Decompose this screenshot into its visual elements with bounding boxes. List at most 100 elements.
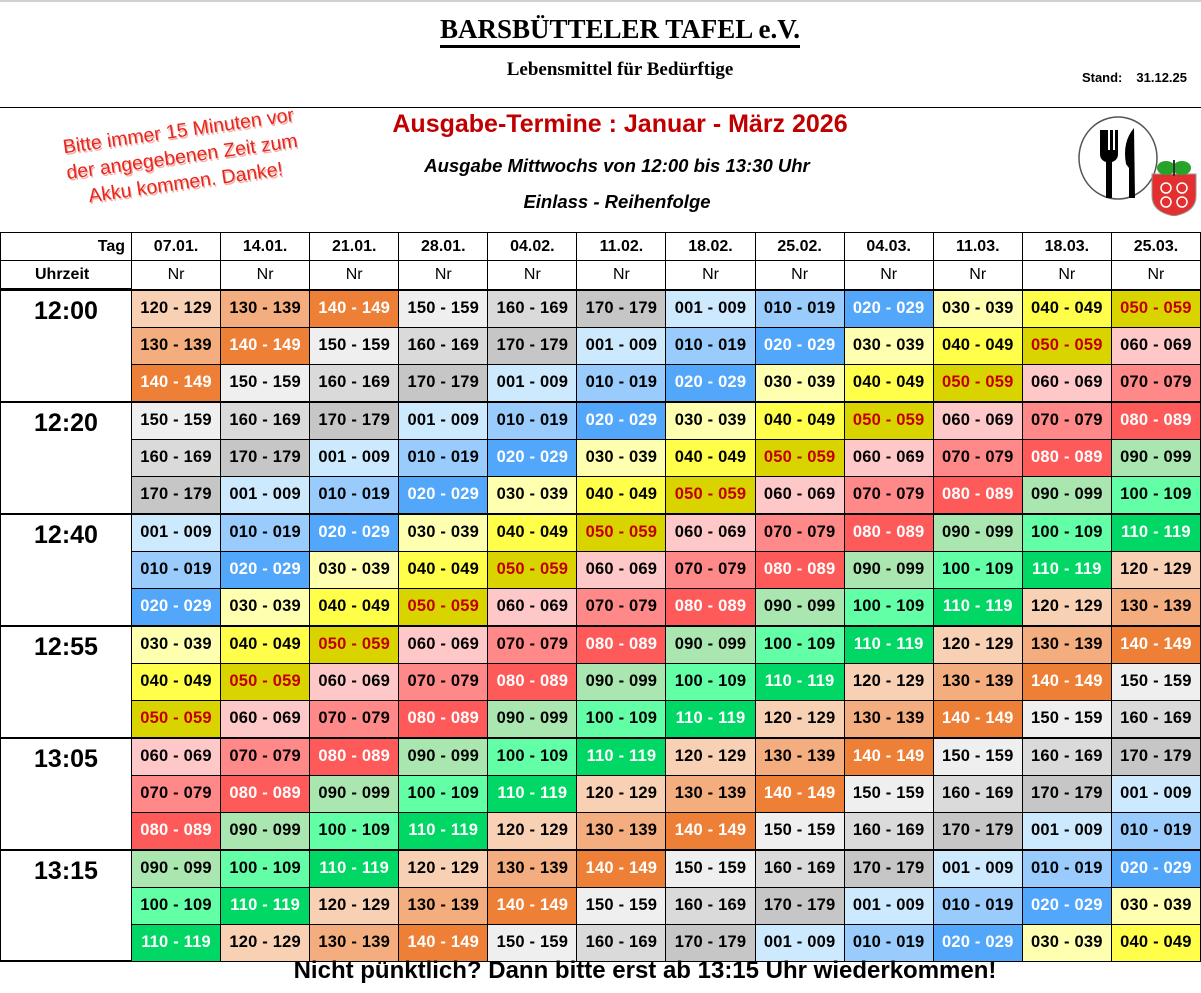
time-slot: 12:55: [0, 624, 132, 739]
group-cell: 140 - 149: [1110, 624, 1201, 664]
group-cell: 100 - 109: [309, 811, 400, 850]
group-cell: 120 - 129: [130, 288, 222, 328]
group-cell: 130 - 139: [665, 774, 756, 813]
group-cell: 110 - 119: [932, 587, 1023, 626]
group-cell: 140 - 149: [576, 848, 667, 888]
group-cell: 030 - 039: [576, 438, 667, 477]
group-cell: 100 - 109: [754, 624, 845, 664]
group-cell: 090 - 099: [932, 512, 1023, 552]
group-cell: 120 - 129: [665, 736, 756, 776]
group-cell: 030 - 039: [220, 587, 311, 626]
org-subtitle: Lebensmittel für Bedürftige: [506, 59, 734, 80]
group-cell: 020 - 029: [1110, 848, 1201, 888]
group-cell: 140 - 149: [665, 811, 756, 850]
group-cell: 170 - 179: [932, 811, 1023, 850]
group-cell: 070 - 079: [665, 550, 756, 589]
group-cell: 001 - 009: [1021, 811, 1112, 850]
group-cell: 050 - 059: [843, 400, 934, 440]
schedule-times: Ausgabe Mittwochs von 12:00 bis 13:30 Uh…: [424, 155, 810, 176]
group-cell: 060 - 069: [1021, 363, 1112, 402]
group-cell: 170 - 179: [220, 438, 311, 477]
group-cell: 001 - 009: [843, 886, 934, 925]
group-cell: 170 - 179: [309, 400, 400, 440]
group-cell: 110 - 119: [1110, 512, 1201, 552]
group-cell: 050 - 059: [665, 475, 756, 514]
group-cell: 010 - 019: [130, 550, 222, 589]
group-cell: 140 - 149: [1021, 662, 1112, 701]
group-cell: 040 - 049: [487, 512, 578, 552]
group-cell: 001 - 009: [932, 848, 1023, 888]
nr-header: Nr: [220, 260, 311, 290]
group-cell: 090 - 099: [1110, 438, 1201, 477]
nr-header: Nr: [665, 260, 756, 290]
group-cell: 070 - 079: [487, 624, 578, 664]
date-header: 25.02.: [754, 232, 845, 261]
group-cell: 040 - 049: [576, 475, 667, 514]
group-cell: 050 - 059: [576, 512, 667, 552]
group-cell: 140 - 149: [130, 363, 222, 402]
table-row: 12:40 001 - 009 010 - 019 020 - 029 030 - 03…: [0, 512, 1201, 627]
group-cell: 110 - 119: [665, 699, 756, 738]
table-row: 020 - 029 030 - 039 040 - 049 050 - 059 060 …: [1, 587, 1201, 626]
group-cell: 070 - 079: [220, 736, 311, 776]
group-cell: 080 - 089: [309, 736, 400, 776]
group-cell: 110 - 119: [754, 662, 845, 701]
group-cell: 010 - 019: [665, 326, 756, 365]
group-cell: 140 - 149: [487, 886, 578, 925]
table-row: 13:15 090 - 099 100 - 109 110 - 119 120 - 12…: [0, 848, 1201, 962]
nr-header: Nr: [1110, 260, 1201, 290]
coat-of-arms-icon: [1151, 160, 1197, 216]
group-cell: 170 - 179: [487, 326, 578, 365]
date-header: 21.01.: [309, 232, 400, 261]
group-cell: 030 - 039: [665, 400, 756, 440]
group-cell: 060 - 069: [1110, 326, 1201, 365]
group-cell: 060 - 069: [843, 438, 934, 477]
group-cell: 030 - 039: [309, 550, 400, 589]
group-cell: 030 - 039: [1110, 886, 1201, 925]
group-cell: 120 - 129: [843, 662, 934, 701]
group-cell: 120 - 129: [1110, 550, 1201, 589]
group-cell: 100 - 109: [843, 587, 934, 626]
group-cell: 010 - 019: [843, 923, 934, 962]
group-cell: 100 - 109: [1110, 475, 1201, 514]
date-header: 04.03.: [843, 232, 934, 261]
schedule-heading: Ausgabe-Termine : Januar - März 2026: [392, 110, 848, 138]
top-border: [0, 0, 1201, 2]
table-row: 140 - 149 150 - 159 160 - 169 170 - 179 001 …: [1, 363, 1201, 402]
table-row: 170 - 179 001 - 009 010 - 019 020 - 029 030 …: [1, 475, 1201, 514]
group-cell: 020 - 029: [130, 587, 222, 626]
date-header: 04.02.: [487, 232, 578, 261]
group-cell: 020 - 029: [665, 363, 756, 402]
group-cell: 090 - 099: [1021, 475, 1112, 514]
group-cell: 040 - 049: [130, 662, 222, 701]
time-slot: 12:00: [0, 288, 132, 403]
date-header: 18.03.: [1021, 232, 1112, 261]
group-cell: 040 - 049: [754, 400, 845, 440]
group-cell: 150 - 159: [843, 774, 934, 813]
group-cell: 140 - 149: [220, 326, 311, 365]
group-cell: 050 - 059: [1021, 326, 1112, 365]
group-cell: 110 - 119: [130, 923, 222, 962]
date-header: 28.01.: [398, 232, 489, 261]
group-cell: 010 - 019: [932, 886, 1023, 925]
group-cell: 050 - 059: [398, 587, 489, 626]
group-cell: 140 - 149: [754, 774, 845, 813]
group-cell: 150 - 159: [130, 400, 222, 440]
group-cell: 140 - 149: [932, 699, 1023, 738]
nr-header: Nr: [754, 260, 845, 290]
table-row: 100 - 109 110 - 119 120 - 129 130 - 139 140 …: [1, 886, 1201, 925]
group-cell: 060 - 069: [665, 512, 756, 552]
table-row: 160 - 169 170 - 179 001 - 009 010 - 019 020 …: [1, 438, 1201, 477]
table-row: 12:55 030 - 039 040 - 049 050 - 059 060 - 06…: [0, 624, 1201, 739]
group-cell: 080 - 089: [398, 699, 489, 738]
group-cell: 020 - 029: [932, 923, 1023, 962]
group-cell: 160 - 169: [576, 923, 667, 962]
group-cell: 080 - 089: [576, 624, 667, 664]
group-cell: 120 - 129: [576, 774, 667, 813]
group-cell: 080 - 089: [754, 550, 845, 589]
group-cell: 150 - 159: [1021, 699, 1112, 738]
group-cell: 080 - 089: [1021, 438, 1112, 477]
group-cell: 150 - 159: [398, 288, 489, 328]
group-cell: 140 - 149: [843, 736, 934, 776]
group-cell: 050 - 059: [130, 699, 222, 738]
